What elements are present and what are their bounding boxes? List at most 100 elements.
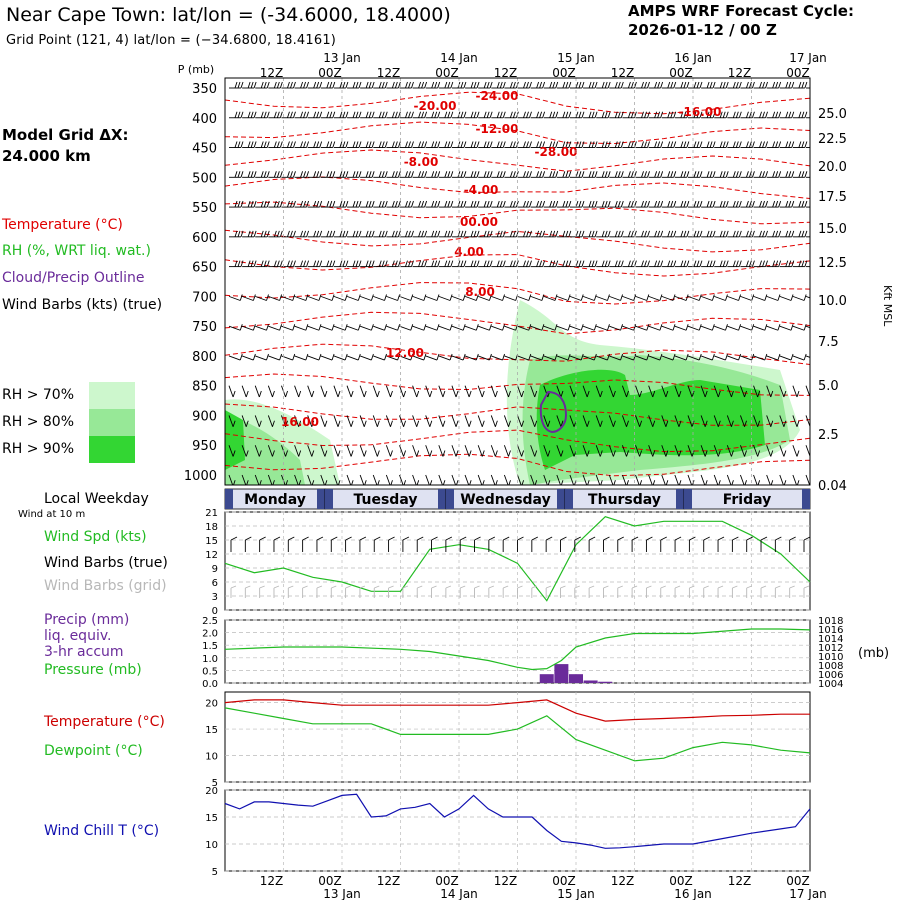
legend-rh70-label: RH > 70%	[2, 387, 75, 403]
wind-barb-staff	[596, 325, 608, 331]
wind-barb-flag	[403, 480, 407, 485]
pressure-tick-label: 800	[192, 350, 217, 365]
wind-barb	[674, 171, 690, 178]
wind-barb-staff	[333, 355, 346, 361]
surface-wind-barb-flag	[603, 536, 610, 541]
wind-barb-staff	[661, 325, 674, 331]
wind-barb-staff	[464, 415, 470, 427]
wind-barb-flag	[798, 200, 802, 208]
wind-barb-flag	[693, 230, 697, 237]
wind-barb-flag	[489, 324, 492, 331]
wind-barb-flag	[390, 480, 393, 485]
wind-barb-flag	[391, 260, 395, 267]
wind-barb-flag	[502, 111, 506, 118]
wind-barb-flag	[337, 420, 341, 427]
wind-barb	[373, 111, 388, 119]
wind-barb-staff	[517, 325, 529, 331]
wind-barb-flag	[397, 294, 401, 301]
wind-barb-staff	[490, 474, 496, 485]
wind-barb	[464, 294, 479, 301]
wind-barb	[281, 111, 296, 119]
wind-barb	[792, 415, 800, 427]
wind-barb-flag	[470, 81, 474, 89]
wind-barb-flag	[630, 111, 634, 118]
wind-barb-flag	[672, 294, 676, 301]
temperature-contour-label: -20.00	[414, 99, 457, 113]
wind-barb-flag	[620, 324, 623, 331]
wind-barb-flag	[699, 111, 703, 118]
wind-barb	[543, 445, 551, 457]
legend-rh: RH (%, WRT liq. wat.)	[2, 243, 151, 259]
wind-barb-staff	[228, 355, 241, 361]
wind-barb-flag	[405, 171, 408, 178]
wind-barb-staff	[503, 415, 509, 427]
wind-barb-flag	[424, 111, 428, 118]
legend-rh90-swatch	[89, 436, 135, 463]
wind-barb	[425, 141, 441, 148]
wind-barb-flag	[796, 390, 800, 398]
wind-barb-flag	[416, 420, 420, 427]
wind-barb-flag	[253, 171, 257, 178]
wind-barb	[582, 353, 597, 361]
surface-wind-barb-true	[545, 536, 553, 552]
surface-wind-barb-flag	[331, 536, 338, 541]
temperature-label: Temperature (°C)	[44, 714, 165, 730]
wind-barb-flag	[798, 111, 802, 118]
wind-barb-staff	[713, 445, 719, 457]
wind-barb-flag	[568, 171, 572, 178]
wind-barb	[477, 415, 485, 427]
wind-barb-flag	[601, 111, 605, 118]
wind-barb-flag	[411, 141, 414, 148]
surface-wind-barb-grid	[431, 585, 437, 598]
wind-barb-flag	[630, 230, 634, 237]
wind-barb-flag	[586, 450, 590, 457]
wind-barb-flag	[542, 171, 546, 178]
cross-section-plot-area	[225, 81, 820, 485]
wind-barb	[792, 81, 808, 89]
wind-barb-flag	[316, 141, 320, 148]
wind-barb-flag	[436, 324, 440, 331]
wind-barb-staff	[740, 295, 752, 301]
forecast-cycle-line2: 2026-01-12 / 00 Z	[628, 21, 777, 39]
top-time-label: 12Z	[611, 66, 635, 80]
wind-barb-flag	[818, 82, 820, 88]
wind-barb-flag	[394, 171, 398, 178]
pressure-ytick: 1018	[818, 616, 843, 627]
wind-barb	[255, 353, 269, 361]
wind-barb-staff	[438, 445, 444, 457]
wind-barb	[596, 324, 610, 331]
wind-barb	[635, 415, 643, 427]
wind-barb-flag	[324, 480, 328, 485]
wind-barb-flag	[738, 200, 742, 208]
wind-barb	[294, 81, 309, 89]
wind-barb	[766, 324, 781, 331]
wind-barb-flag	[250, 81, 254, 89]
wind-barb-flag	[316, 171, 320, 178]
wind-barb-flag	[266, 81, 270, 89]
wind-barb	[582, 474, 590, 485]
wind-barb	[609, 171, 624, 178]
wind-barb-flag	[612, 390, 616, 398]
wind-barb	[425, 171, 441, 178]
wind-barb-flag	[746, 81, 749, 89]
wind-barb-flag	[772, 200, 776, 208]
wind-barb-flag	[568, 260, 572, 267]
wind-barb-flag	[326, 200, 330, 208]
wind-barb	[740, 111, 755, 119]
surface-wind-barb-grid-flag	[517, 585, 523, 589]
wind-barb-flag	[470, 260, 474, 267]
wind-barb	[805, 474, 810, 485]
wind-barb-flag	[444, 141, 448, 148]
surface-wind-barb-true	[445, 536, 453, 552]
surface-wind-barb-true	[631, 536, 639, 552]
surface-wind-barb-true	[731, 536, 739, 552]
wind-barb-flag	[620, 260, 624, 267]
wind-barb-staff	[582, 325, 595, 331]
wind-barb-flag	[759, 260, 762, 267]
wind-barb	[412, 294, 427, 301]
wind-barb	[385, 415, 393, 427]
wind-barb	[229, 171, 244, 178]
wind-barb-flag	[463, 141, 467, 148]
wind-barb	[608, 445, 616, 457]
wind-barb-flag	[287, 200, 290, 208]
